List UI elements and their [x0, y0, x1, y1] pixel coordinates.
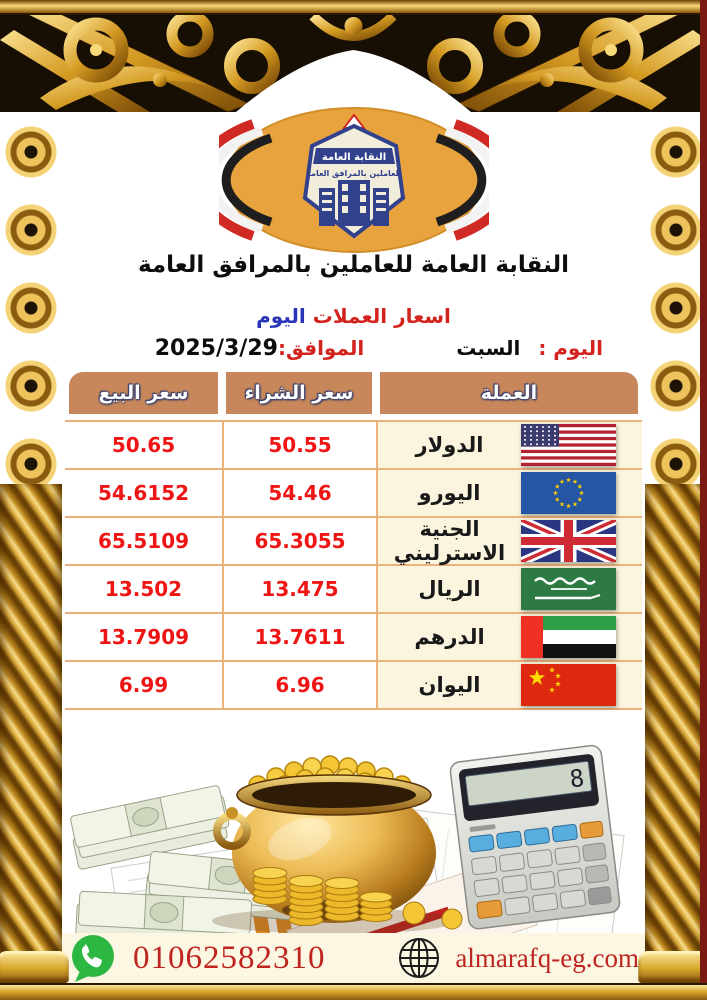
- sell-price: 13.502: [65, 566, 222, 614]
- sell-price: 50.65: [65, 422, 222, 470]
- sell-price: 65.5109: [65, 518, 222, 566]
- currency-cell: اليورو: [376, 470, 642, 518]
- sell-price: 13.7909: [65, 614, 222, 662]
- rates-table-body: الدولار 50.55 50.65 اليورو 54.46 54.6152 الجني…: [65, 420, 642, 710]
- header-currency: العملة: [380, 372, 638, 414]
- sell-price: 6.99: [65, 662, 222, 710]
- currency-name: الريال: [418, 577, 481, 601]
- sell-price: 54.6152: [65, 470, 222, 518]
- gold-pot: [212, 755, 456, 934]
- currency-cell: الدرهم: [376, 614, 642, 662]
- money-illustration: 8: [62, 705, 645, 1000]
- subtitle-accent: اليوم: [256, 304, 306, 328]
- emblem-buildings: [318, 180, 389, 226]
- right-column-base: [638, 951, 707, 983]
- header-sell-price: سعر البيع: [69, 372, 218, 414]
- union-logo: النقابة العامة للعاملين بالمرافق العامة: [192, 106, 515, 258]
- website-group: almarafq-eg.com: [396, 935, 639, 981]
- buy-price: 65.3055: [222, 518, 376, 566]
- currency-name: اليوان: [418, 673, 481, 697]
- website-url[interactable]: almarafq-eg.com: [455, 942, 639, 973]
- currency-cell: الجنية الاسترليني: [376, 515, 642, 567]
- currency-cell: الريال: [376, 566, 642, 614]
- buy-price: 50.55: [222, 422, 376, 470]
- ornate-frame-top: [0, 0, 707, 112]
- buy-price: 6.96: [222, 662, 376, 710]
- buy-price: 13.475: [222, 566, 376, 614]
- calculator: 8: [449, 744, 621, 930]
- emblem-title-text: النقابة العامة: [321, 152, 385, 163]
- currency-name: الدولار: [415, 433, 484, 457]
- currency-cell: الدولار: [376, 422, 642, 470]
- frame-maroon-edge: [700, 0, 707, 1000]
- ornate-frame-left-column: [0, 112, 62, 983]
- saudi-flag: [521, 568, 616, 610]
- globe-icon: [396, 935, 442, 981]
- poster-subtitle: اسعار العملات اليوم: [62, 304, 645, 328]
- footer-contact-bar: 01062582310 almarafq-eg.com: [62, 933, 645, 983]
- organization-title: النقابة العامة للعاملين بالمرافق العامة: [137, 252, 570, 278]
- whatsapp-icon: [66, 931, 120, 985]
- day-value: السبت: [456, 336, 521, 360]
- gold-coin-stacks: [252, 867, 501, 930]
- rates-table-header: العملة سعر الشراء سعر البيع: [65, 372, 642, 420]
- day-label: اليوم :: [538, 336, 603, 360]
- left-column-base: [0, 951, 69, 983]
- phone-number[interactable]: 01062582310: [133, 939, 326, 976]
- currency-name: الدرهم: [414, 625, 485, 649]
- currency-cell: اليوان: [376, 662, 642, 710]
- calculator-display: 8: [568, 764, 586, 794]
- currency-name: الجنية الاسترليني: [393, 517, 506, 565]
- currency-name: اليورو: [418, 481, 481, 505]
- dollar-bill-stacks: [70, 785, 312, 947]
- phone-group: 01062582310: [66, 931, 326, 985]
- uk-flag: [519, 515, 618, 567]
- header-buy-price: سعر الشراء: [226, 372, 372, 414]
- date-label: الموافق:: [277, 336, 365, 360]
- china-flag: [521, 664, 616, 706]
- eu-flag: [521, 472, 616, 514]
- usa-flag: [521, 424, 616, 466]
- subtitle-main: اسعار العملات: [312, 304, 451, 328]
- rates-table: العملة سعر الشراء سعر البيع الدولار 50.55…: [62, 372, 645, 710]
- emblem-subtitle-text: للعاملين بالمرافق العامة: [306, 169, 402, 178]
- date-line: اليوم : السبت الموافق: 2025/3/29: [62, 336, 645, 361]
- ornate-frame-bottom-bar: [0, 983, 707, 1000]
- uae-flag: [521, 616, 616, 658]
- date-value: 2025/3/29: [154, 336, 278, 361]
- buy-price: 54.46: [222, 470, 376, 518]
- buy-price: 13.7611: [222, 614, 376, 662]
- ornate-frame-right-column: [645, 112, 707, 983]
